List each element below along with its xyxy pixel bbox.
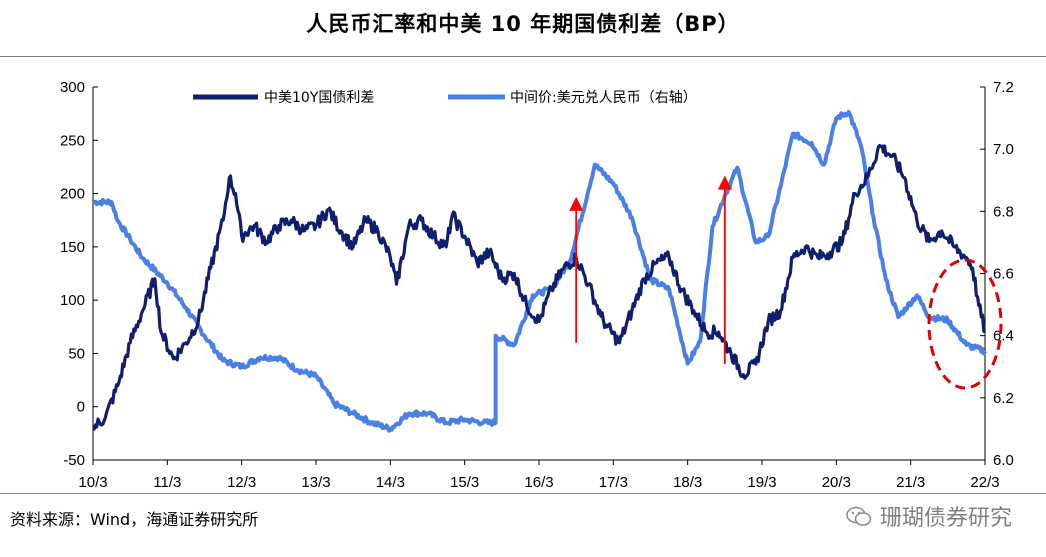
legend: 中美10Y国债利差 中间价:美元兑人民币（右轴） (193, 90, 697, 106)
watermark-text: 珊瑚债券研究 (879, 506, 1012, 531)
chart-title: 人民币汇率和中美 10 年期国债利差（BP） (306, 12, 740, 36)
x-tick-label: 20/3 (822, 474, 851, 490)
spread-series-line (91, 144, 986, 431)
series-layer (91, 109, 987, 433)
right-tick-label: 7.0 (993, 141, 1014, 158)
right-tick-label: 6.6 (993, 266, 1014, 283)
arrow-2018-head (717, 175, 732, 190)
x-tick-label: 14/3 (376, 474, 405, 490)
watermark: 珊瑚债券研究 (846, 500, 1012, 532)
x-tick-label: 21/3 (896, 474, 925, 490)
left-tick-label: 200 (60, 186, 85, 203)
right-tick-label: 6.2 (993, 390, 1014, 407)
annotation-layer (569, 175, 1003, 390)
chart-area: -50 0 50 100 150 200 250 300 6.0 6.2 6.4 6.6 6.8 7.0 7… (60, 79, 1014, 490)
x-tick-label: 17/3 (599, 474, 628, 490)
highlight-ellipse (927, 258, 1003, 390)
fx-series-line (92, 109, 987, 433)
left-tick-label: 150 (60, 239, 85, 256)
footer-divider (0, 493, 1046, 494)
left-tick-label: 300 (60, 79, 85, 96)
legend-label-fx: 中间价:美元兑人民币（右轴） (510, 90, 697, 106)
wechat-icon (846, 506, 872, 526)
x-tick-label: 18/3 (673, 474, 702, 490)
x-tick-label: 12/3 (227, 474, 256, 490)
left-tick-label: 50 (68, 345, 85, 362)
right-tick-label: 6.4 (993, 328, 1014, 345)
source-note: 资料来源：Wind，海通证券研究所 (10, 510, 259, 529)
x-tick-label: 19/3 (747, 474, 776, 490)
x-tick-label: 13/3 (301, 474, 330, 490)
x-tick-label: 11/3 (153, 474, 181, 490)
x-tick-label: 16/3 (524, 474, 553, 490)
left-tick-label: 100 (60, 292, 85, 309)
arrow-2016-head (569, 196, 584, 211)
x-tick-label: 15/3 (450, 474, 479, 490)
left-tick-label: 0 (77, 399, 85, 416)
title-divider (0, 56, 1046, 57)
right-tick-label: 6.8 (993, 203, 1014, 220)
axes: -50 0 50 100 150 200 250 300 6.0 6.2 6.4 6.6 6.8 7.0 7… (60, 79, 1014, 490)
right-tick-label: 6.0 (993, 452, 1014, 469)
x-tick-label: 22/3 (970, 474, 999, 490)
left-tick-label: -50 (63, 452, 85, 469)
right-tick-label: 7.2 (993, 79, 1014, 96)
left-tick-label: 250 (60, 132, 85, 149)
x-tick-label: 10/3 (78, 474, 107, 490)
legend-label-spread: 中美10Y国债利差 (264, 90, 374, 106)
